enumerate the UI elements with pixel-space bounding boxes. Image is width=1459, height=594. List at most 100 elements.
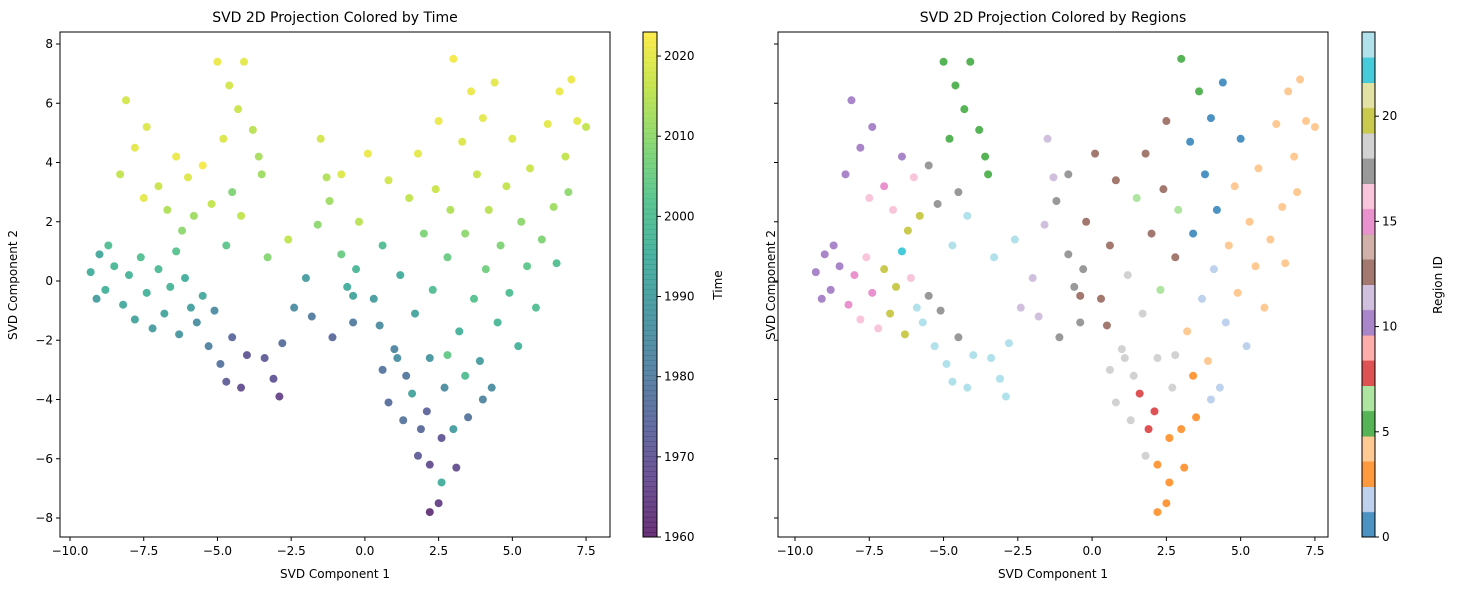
colorbar-segment: [643, 511, 657, 518]
data-point: [1105, 365, 1114, 374]
data-point: [393, 354, 402, 363]
data-point: [428, 285, 437, 294]
data-point: [918, 318, 927, 327]
colorbar-segment: [643, 466, 657, 472]
data-point: [987, 354, 996, 363]
data-point: [880, 265, 889, 274]
data-point: [181, 274, 190, 283]
data-point: [434, 117, 443, 126]
data-point: [829, 241, 838, 250]
data-point: [505, 288, 514, 297]
axes-frame: [59, 31, 611, 538]
colorbar-segment: [643, 400, 657, 407]
data-point: [924, 161, 933, 170]
data-point: [1097, 294, 1106, 303]
data-point: [110, 262, 119, 271]
data-point: [163, 205, 172, 214]
data-point: [984, 170, 993, 179]
data-point: [269, 374, 278, 383]
data-point: [844, 300, 853, 309]
colorbar-segment: [643, 193, 657, 200]
colorbar-segment: [1362, 107, 1375, 134]
colorbar-segment: [643, 299, 657, 306]
colorbar-tick-label: 1960: [664, 530, 695, 544]
data-point: [963, 383, 972, 392]
colorbar-segment: [643, 506, 657, 513]
data-point: [1016, 303, 1025, 312]
data-point: [325, 197, 334, 206]
data-point: [924, 291, 933, 300]
data-point: [1064, 250, 1073, 259]
colorbar-segment: [1362, 360, 1375, 386]
data-point: [322, 173, 331, 182]
data-point: [1209, 265, 1218, 274]
data-point: [990, 253, 999, 262]
data-point: [192, 318, 201, 327]
colorbar-segment: [643, 264, 657, 270]
data-point: [1200, 170, 1209, 179]
x-tick-label: 2.5: [429, 544, 448, 558]
colorbar-segment: [643, 385, 657, 392]
colorbar-segment: [643, 158, 657, 164]
colorbar-segment: [643, 526, 657, 533]
colorbar-segment: [643, 183, 657, 190]
colorbar-segment: [643, 254, 657, 260]
data-point: [1224, 241, 1233, 250]
data-point: [496, 241, 505, 250]
data-point: [1206, 395, 1215, 404]
colorbar-tick-label: 2010: [664, 129, 695, 143]
colorbar-segment: [643, 178, 657, 184]
data-point: [1010, 235, 1019, 244]
data-point: [1156, 285, 1165, 294]
data-point: [850, 271, 859, 280]
colorbar-segment: [643, 284, 657, 291]
data-point: [437, 434, 446, 443]
data-point: [260, 354, 269, 363]
colorbar-segment: [1362, 234, 1375, 260]
data-point: [1141, 149, 1150, 158]
data-point: [508, 134, 517, 143]
data-point: [228, 333, 237, 342]
data-point: [148, 324, 157, 333]
data-point: [1195, 87, 1204, 96]
data-point: [86, 268, 95, 277]
data-point: [207, 199, 216, 208]
data-point: [411, 309, 420, 318]
data-point: [865, 194, 874, 203]
data-point: [1111, 176, 1120, 185]
data-point: [384, 398, 393, 407]
colorbar-segment: [643, 501, 657, 508]
data-point: [552, 259, 561, 268]
data-point: [139, 194, 148, 203]
colorbar-segment: [643, 168, 657, 174]
data-point: [349, 291, 358, 300]
y-axis-label: SVD Component 2: [764, 230, 778, 340]
data-point: [1150, 407, 1159, 416]
colorbar-segment: [643, 294, 657, 301]
data-point: [470, 294, 479, 303]
data-point: [1132, 194, 1141, 203]
data-point: [1126, 416, 1135, 425]
data-point: [1111, 398, 1120, 407]
data-point: [1296, 75, 1305, 84]
data-point: [443, 351, 452, 360]
data-point: [92, 294, 101, 303]
colorbar-segment: [643, 148, 657, 154]
colorbar-segment: [643, 52, 657, 58]
data-point: [1180, 463, 1189, 472]
data-point: [481, 265, 490, 274]
colorbar-tick-label: 2000: [664, 209, 695, 223]
data-point: [478, 114, 487, 123]
colorbar-segment: [643, 375, 657, 381]
data-point: [301, 274, 310, 283]
data-point: [1138, 309, 1147, 318]
data-point: [431, 185, 440, 194]
data-point: [413, 149, 422, 158]
colorbar-segment: [643, 395, 657, 402]
data-point: [1203, 356, 1212, 365]
data-point: [284, 235, 293, 244]
y-tick-label: −6: [35, 452, 53, 466]
data-point: [189, 211, 198, 220]
data-point: [1153, 460, 1162, 469]
data-point: [275, 392, 284, 401]
